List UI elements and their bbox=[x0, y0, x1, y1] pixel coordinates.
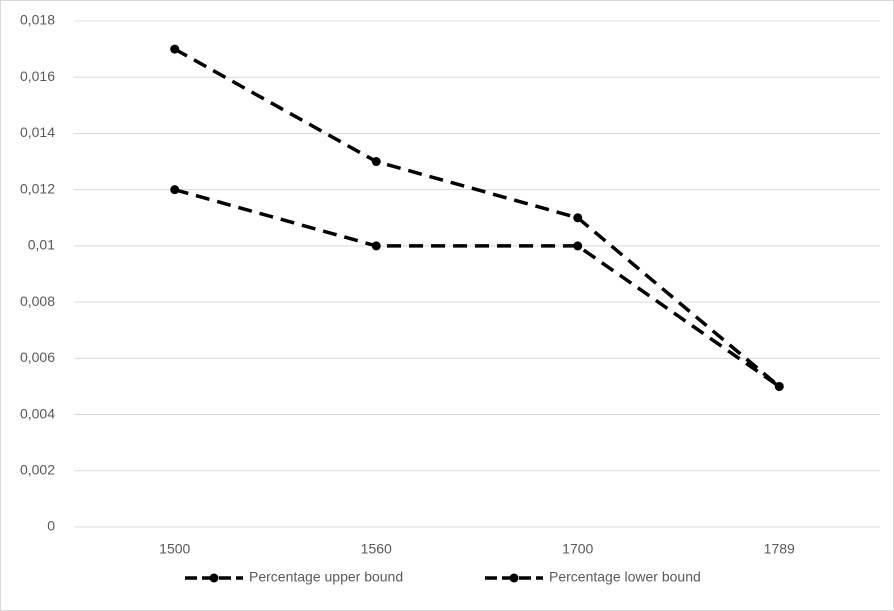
legend-marker bbox=[509, 573, 519, 583]
data-point bbox=[170, 44, 180, 54]
y-tick-label: 0,018 bbox=[20, 12, 55, 28]
y-tick-label: 0 bbox=[47, 518, 55, 534]
y-tick-label: 0,004 bbox=[20, 405, 55, 421]
x-tick-label: 1789 bbox=[764, 541, 795, 557]
x-tick-label: 1500 bbox=[159, 541, 190, 557]
series-line bbox=[174, 187, 781, 388]
data-point bbox=[573, 241, 583, 251]
data-point bbox=[774, 381, 784, 391]
y-tick-label: 0,016 bbox=[20, 68, 55, 84]
series-line bbox=[173, 47, 781, 388]
x-tick-label: 1560 bbox=[361, 541, 392, 557]
y-tick-label: 0,002 bbox=[20, 461, 55, 477]
y-tick-label: 0,012 bbox=[20, 180, 55, 196]
data-point bbox=[573, 213, 583, 223]
data-point bbox=[371, 157, 381, 167]
y-tick-label: 0,008 bbox=[20, 293, 55, 309]
legend-label: Percentage lower bound bbox=[549, 569, 701, 585]
legend-label: Percentage upper bound bbox=[249, 569, 403, 585]
legend-marker bbox=[209, 573, 219, 583]
x-tick-label: 1700 bbox=[562, 541, 593, 557]
y-tick-label: 0,01 bbox=[28, 237, 55, 253]
data-point bbox=[170, 185, 180, 195]
data-point bbox=[371, 241, 381, 251]
y-tick-label: 0,014 bbox=[20, 124, 55, 140]
y-tick-label: 0,006 bbox=[20, 349, 55, 365]
